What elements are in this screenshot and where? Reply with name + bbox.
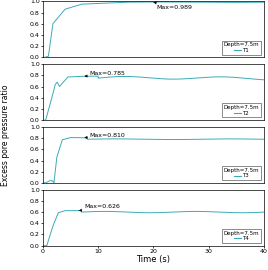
Text: Max=0.810: Max=0.810 [85, 133, 126, 139]
Text: Excess pore pressure ratio: Excess pore pressure ratio [1, 84, 10, 186]
Legend: T3: T3 [222, 166, 261, 180]
Legend: T4: T4 [222, 229, 261, 243]
X-axis label: Time (s): Time (s) [136, 255, 170, 264]
Legend: T1: T1 [222, 41, 261, 55]
Legend: T2: T2 [222, 103, 261, 117]
Text: Max=0.989: Max=0.989 [154, 2, 192, 10]
Text: Max=0.785: Max=0.785 [85, 71, 126, 77]
Text: Max=0.626: Max=0.626 [79, 204, 120, 211]
